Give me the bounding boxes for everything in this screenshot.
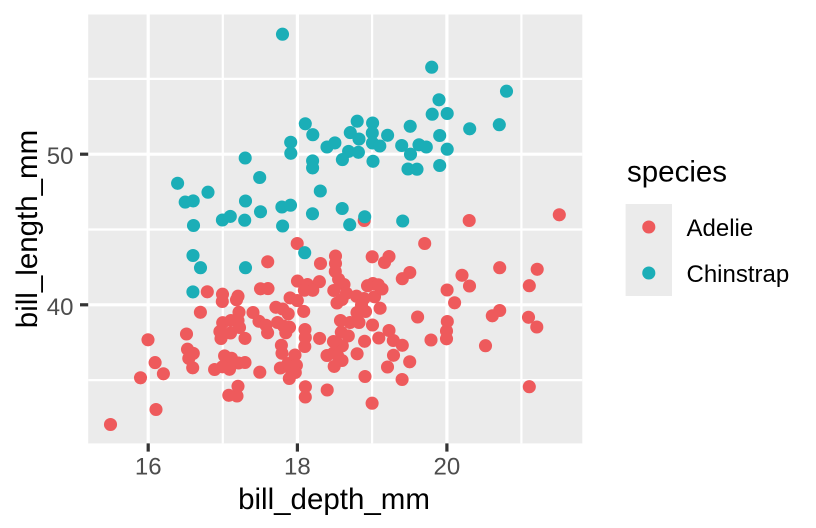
svg-text:Adelie: Adelie bbox=[687, 215, 754, 242]
svg-text:50: 50 bbox=[47, 143, 74, 170]
svg-text:40: 40 bbox=[47, 294, 74, 321]
svg-text:bill_length_mm: bill_length_mm bbox=[11, 130, 44, 328]
svg-text:bill_depth_mm: bill_depth_mm bbox=[238, 483, 430, 516]
svg-text:20: 20 bbox=[434, 453, 461, 480]
svg-text:16: 16 bbox=[135, 453, 162, 480]
svg-text:Chinstrap: Chinstrap bbox=[687, 261, 790, 288]
svg-text:species: species bbox=[627, 156, 727, 189]
svg-text:18: 18 bbox=[284, 453, 311, 480]
